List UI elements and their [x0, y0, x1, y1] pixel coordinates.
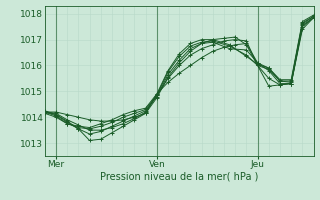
X-axis label: Pression niveau de la mer( hPa ): Pression niveau de la mer( hPa ) — [100, 172, 258, 182]
